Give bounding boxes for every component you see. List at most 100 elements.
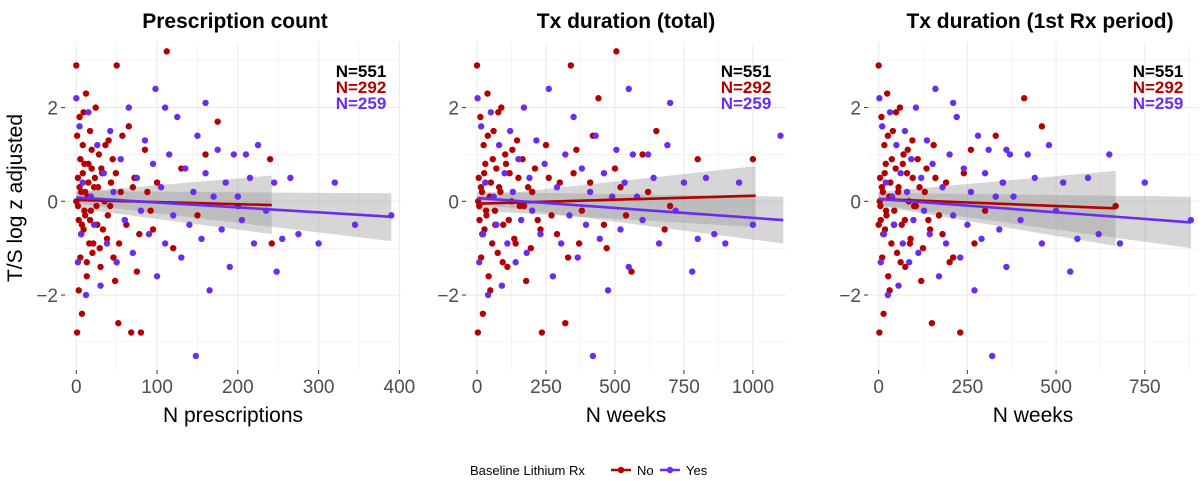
n-label-yes: N=259 (721, 94, 772, 113)
point-no (622, 212, 630, 219)
point-yes (222, 179, 229, 186)
point-yes (884, 291, 892, 299)
point-yes (107, 127, 114, 135)
point-no (86, 127, 94, 135)
n-label-total: N=551 (336, 62, 387, 81)
point-no (477, 184, 485, 191)
point-no (75, 287, 82, 294)
point-no (877, 202, 884, 210)
point-no (906, 240, 914, 247)
point-no (509, 146, 516, 153)
point-yes (476, 259, 483, 266)
point-no (930, 141, 937, 149)
point-yes (145, 230, 153, 238)
point-no (88, 146, 95, 153)
x-tick-label: 250 (530, 377, 562, 398)
point-no (153, 179, 161, 186)
point-no (499, 259, 506, 266)
point-no (595, 95, 602, 102)
point-no (957, 329, 964, 336)
point-no (928, 319, 936, 327)
point-yes (287, 174, 294, 182)
point-no (214, 118, 221, 125)
point-no (881, 170, 888, 177)
point-no (603, 244, 610, 252)
point-no (902, 263, 909, 271)
point-no (103, 235, 111, 242)
point-no (942, 179, 950, 186)
point-yes (586, 188, 594, 196)
point-yes (629, 151, 637, 158)
point-no (907, 235, 914, 242)
x-tick-label: 250 (952, 377, 984, 398)
point-no (644, 188, 652, 196)
y-tick-label: −2 (36, 286, 58, 307)
point-no (128, 329, 135, 336)
point-yes (192, 352, 200, 360)
x-tick-label: 500 (1040, 377, 1072, 398)
point-yes (689, 268, 696, 275)
point-yes (932, 85, 939, 93)
point-yes (100, 170, 107, 177)
point-yes (517, 216, 525, 224)
point-yes (915, 249, 922, 257)
point-no (75, 216, 82, 224)
point-yes (992, 193, 999, 200)
legend-key-point (666, 466, 674, 474)
point-no (1038, 123, 1046, 130)
point-no (885, 273, 892, 280)
fit-line-yes (476, 196, 784, 222)
point-no (482, 160, 489, 168)
point-yes (541, 160, 548, 168)
point-no (522, 277, 530, 285)
point-yes (226, 263, 233, 271)
point-no (898, 221, 905, 228)
point-yes (190, 188, 197, 196)
point-yes (509, 188, 517, 196)
point-no (149, 226, 157, 233)
point-yes (351, 221, 359, 228)
point-no (883, 212, 890, 219)
point-no (79, 170, 86, 177)
point-yes (526, 174, 533, 182)
point-no (949, 254, 957, 261)
point-yes (664, 141, 671, 149)
point-no (484, 132, 491, 139)
point-yes (901, 127, 909, 135)
point-no (653, 127, 660, 135)
point-no (921, 188, 928, 196)
point-no (875, 221, 882, 228)
point-yes (978, 235, 985, 242)
point-no (82, 90, 90, 97)
point-yes (270, 179, 278, 186)
y-axis-label: T/S log z adjusted (4, 114, 27, 282)
point-no (932, 174, 939, 182)
n-label-no: N=292 (721, 78, 772, 97)
point-yes (331, 179, 338, 186)
point-yes (617, 226, 624, 233)
panel-title: Prescription count (142, 10, 328, 33)
point-no (73, 62, 80, 69)
point-no (573, 146, 580, 153)
panel-title: Tx duration (total) (537, 10, 715, 33)
point-yes (254, 141, 262, 149)
point-no (89, 249, 96, 257)
fit-line-yes (76, 196, 392, 219)
point-no (485, 273, 492, 280)
point-yes (981, 170, 989, 177)
point-no (96, 244, 103, 252)
point-yes (876, 95, 883, 102)
point-no (268, 240, 275, 247)
point-no (914, 155, 921, 163)
point-no (881, 141, 888, 149)
point-no (505, 216, 512, 224)
point-yes (1067, 268, 1074, 275)
point-no (909, 137, 916, 144)
point-yes (574, 254, 581, 261)
x-tick-label: 400 (384, 377, 416, 398)
point-yes (553, 184, 561, 191)
point-yes (880, 230, 888, 238)
point-no (90, 240, 97, 247)
point-no (891, 207, 898, 214)
point-no (992, 132, 999, 139)
